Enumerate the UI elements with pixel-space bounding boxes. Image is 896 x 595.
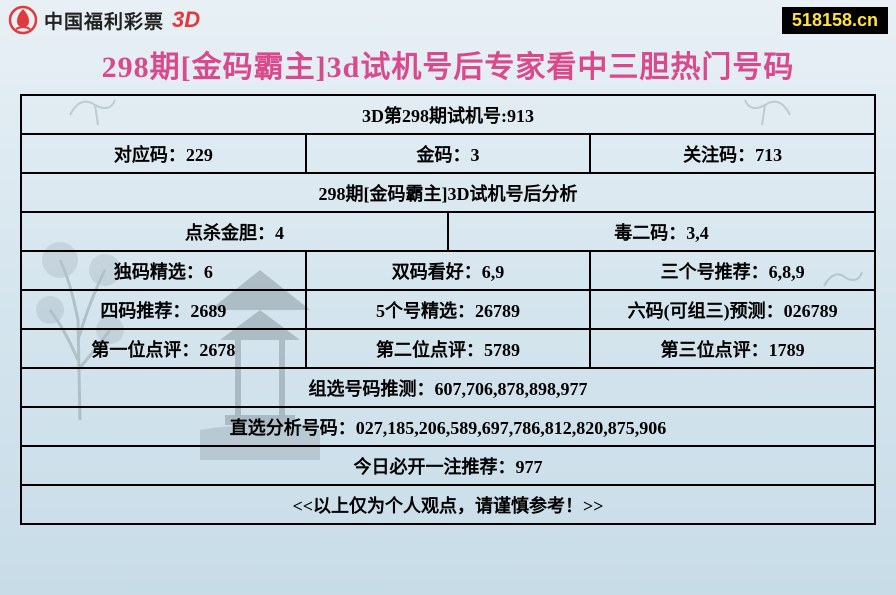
cell-wuge: 5个号精选：26789 <box>306 290 591 329</box>
page-title: 298期[金码霸主]3d试机号后专家看中三胆热门号码 <box>0 42 896 86</box>
cell-duma: 独码精选：6 <box>21 251 306 290</box>
cell-duer: 毒二码：3,4 <box>448 212 875 251</box>
cell-analysis-header: 298期[金码霸主]3D试机号后分析 <box>21 173 875 212</box>
logo-3d: 3D <box>172 7 200 33</box>
cell-jinma: 金码：3 <box>306 134 591 173</box>
cell-sangehao: 三个号推荐：6,8,9 <box>590 251 875 290</box>
data-table: 3D第298期试机号:913 对应码：229 金码：3 关注码：713 298期… <box>20 94 876 525</box>
logo-block: 中国福利彩票 3D <box>8 5 200 35</box>
cell-liuma: 六码(可组三)预测：026789 <box>590 290 875 329</box>
cell-diansha: 点杀金胆：4 <box>21 212 448 251</box>
cell-sima: 四码推荐：2689 <box>21 290 306 329</box>
cell-shuangma: 双码看好：6,9 <box>306 251 591 290</box>
cell-zuxuan: 组选号码推测：607,706,878,898,977 <box>21 368 875 407</box>
lottery-logo-icon <box>8 5 38 35</box>
cell-zhixuan: 直选分析号码：027,185,206,589,697,786,812,820,8… <box>21 407 875 446</box>
cell-pos3: 第三位点评：1789 <box>590 329 875 368</box>
header: 中国福利彩票 3D 518158.cn <box>0 0 896 36</box>
cell-guanzhu: 关注码：713 <box>590 134 875 173</box>
logo-text: 中国福利彩票 <box>44 7 164 34</box>
cell-duiying: 对应码：229 <box>21 134 306 173</box>
cell-today: 今日必开一注推荐：977 <box>21 446 875 485</box>
cell-pos1: 第一位点评：2678 <box>21 329 306 368</box>
cell-trial-number: 3D第298期试机号:913 <box>21 95 875 134</box>
cell-pos2: 第二位点评：5789 <box>306 329 591 368</box>
cell-disclaimer: <<以上仅为个人观点，请谨慎参考！>> <box>21 485 875 524</box>
site-badge: 518158.cn <box>782 7 888 34</box>
